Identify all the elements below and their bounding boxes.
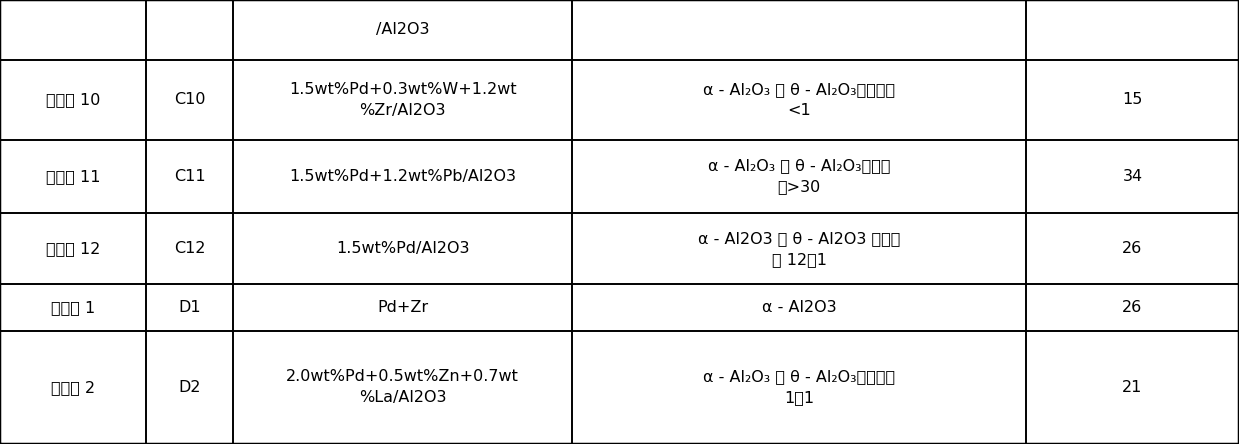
Text: 21: 21 <box>1123 380 1142 395</box>
Text: C11: C11 <box>173 169 206 184</box>
Text: 实施例 10: 实施例 10 <box>46 92 100 107</box>
Text: 实施例 11: 实施例 11 <box>46 169 100 184</box>
Text: C12: C12 <box>173 241 206 256</box>
Text: 1.5wt%Pd+0.3wt%W+1.2wt
%Zr/Al2O3: 1.5wt%Pd+0.3wt%W+1.2wt %Zr/Al2O3 <box>289 82 517 118</box>
Text: /Al2O3: /Al2O3 <box>375 23 430 37</box>
Text: Pd+Zr: Pd+Zr <box>377 300 429 315</box>
Text: 26: 26 <box>1123 300 1142 315</box>
Text: 15: 15 <box>1123 92 1142 107</box>
Text: D1: D1 <box>178 300 201 315</box>
Text: 34: 34 <box>1123 169 1142 184</box>
Text: α - Al₂O₃ 和 θ - Al₂O₃质量比为
1：1: α - Al₂O₃ 和 θ - Al₂O₃质量比为 1：1 <box>703 369 896 405</box>
Text: α - Al₂O₃ 和 θ - Al₂O₃质量比为
<1: α - Al₂O₃ 和 θ - Al₂O₃质量比为 <1 <box>703 82 896 118</box>
Text: D2: D2 <box>178 380 201 395</box>
Text: α - Al₂O₃ 和 θ - Al₂O₃质量比
为>30: α - Al₂O₃ 和 θ - Al₂O₃质量比 为>30 <box>707 159 891 194</box>
Text: 2.0wt%Pd+0.5wt%Zn+0.7wt
%La/Al2O3: 2.0wt%Pd+0.5wt%Zn+0.7wt %La/Al2O3 <box>286 369 519 405</box>
Text: 26: 26 <box>1123 241 1142 256</box>
Text: α - Al2O3: α - Al2O3 <box>762 300 836 315</box>
Text: α - Al2O3 和 θ - Al2O3 质量比
为 12：1: α - Al2O3 和 θ - Al2O3 质量比 为 12：1 <box>698 230 901 267</box>
Text: C10: C10 <box>173 92 206 107</box>
Text: 1.5wt%Pd/Al2O3: 1.5wt%Pd/Al2O3 <box>336 241 470 256</box>
Text: 比较例 2: 比较例 2 <box>51 380 95 395</box>
Text: 实施例 12: 实施例 12 <box>46 241 100 256</box>
Text: 1.5wt%Pd+1.2wt%Pb/Al2O3: 1.5wt%Pd+1.2wt%Pb/Al2O3 <box>289 169 517 184</box>
Text: 比较例 1: 比较例 1 <box>51 300 95 315</box>
